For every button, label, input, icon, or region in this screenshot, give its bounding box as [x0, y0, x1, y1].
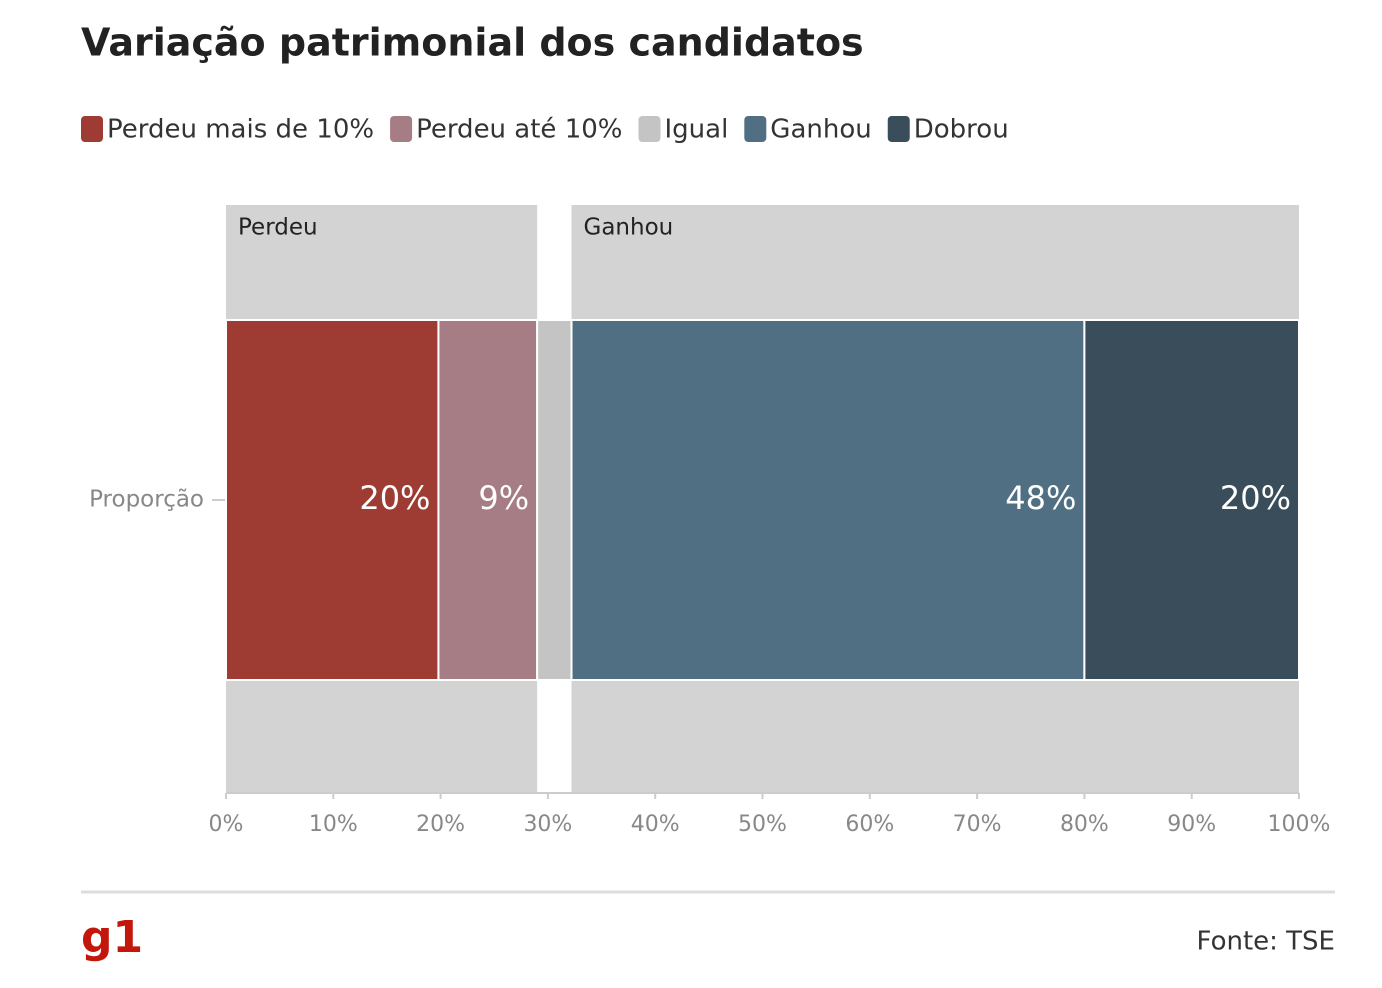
- legend-swatch: [887, 116, 910, 142]
- panel-label: Ganhou: [584, 215, 674, 241]
- x-tick-label: 50%: [738, 812, 787, 837]
- x-tick-label: 30%: [523, 812, 572, 837]
- legend-label: Dobrou: [914, 115, 1009, 145]
- legend-swatch: [744, 116, 767, 142]
- bar-segment: [225, 319, 440, 681]
- x-tick-label: 0%: [209, 812, 244, 837]
- x-tick-label: 20%: [416, 812, 465, 837]
- legend-swatch: [638, 116, 661, 142]
- bar-segment: [570, 319, 1086, 681]
- value-label: 48%: [1005, 479, 1076, 517]
- x-tick-label: 90%: [1167, 812, 1216, 837]
- bar-segment: [1083, 319, 1301, 681]
- logo: g1: [81, 912, 143, 963]
- legend: Perdeu mais de 10% Perdeu até 10% Igual Gan…: [81, 115, 1009, 145]
- x-tick-label: 10%: [309, 812, 358, 837]
- x-tick-label: 70%: [953, 812, 1002, 837]
- x-tick-label: 60%: [845, 812, 894, 837]
- x-tick-label: 100%: [1268, 812, 1331, 837]
- legend-label: Perdeu mais de 10%: [107, 115, 374, 145]
- source: Fonte: TSE: [1197, 927, 1335, 957]
- legend-swatch: [81, 116, 103, 142]
- value-label: 20%: [359, 479, 430, 517]
- bar-segment: [437, 319, 539, 681]
- chart-title: Variação patrimonial dos candidatos: [81, 21, 864, 65]
- value-label: 20%: [1220, 479, 1291, 517]
- panel-label: Perdeu: [238, 215, 318, 241]
- y-tick-label: Proporção: [89, 487, 204, 513]
- bar-segment: [536, 319, 573, 681]
- legend-label: Ganhou: [770, 115, 871, 145]
- legend-label: Igual: [664, 115, 728, 145]
- legend-swatch: [390, 116, 413, 142]
- x-tick-label: 80%: [1060, 812, 1109, 837]
- legend-label: Perdeu até 10%: [416, 115, 622, 145]
- x-tick-label: 40%: [631, 812, 680, 837]
- value-label: 9%: [478, 479, 529, 517]
